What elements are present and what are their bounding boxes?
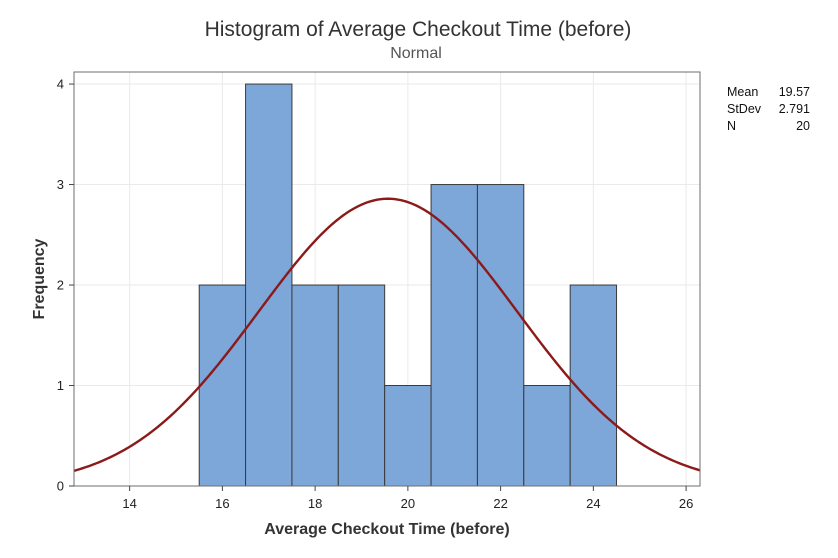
- x-tick-label: 14: [122, 496, 136, 511]
- x-tick-label: 26: [679, 496, 693, 511]
- x-tick-label: 18: [308, 496, 322, 511]
- y-tick-label: 0: [57, 479, 64, 494]
- stat-label: Mean: [727, 85, 758, 99]
- stat-label: StDev: [727, 102, 762, 116]
- summary-stats-box: Mean 19.57 StDev 2.791 N 20: [727, 85, 810, 133]
- histogram-bar: [198, 284, 247, 487]
- x-tick-label: 16: [215, 496, 229, 511]
- x-tick-label: 22: [493, 496, 507, 511]
- histogram-bar: [523, 385, 571, 487]
- stat-value: 2.791: [779, 102, 810, 116]
- x-axis-label: Average Checkout Time (before): [264, 521, 509, 538]
- x-tick-label: 20: [401, 496, 415, 511]
- y-tick-label: 2: [57, 278, 64, 293]
- histogram-bar: [476, 184, 525, 487]
- chart-subtitle: Normal: [390, 45, 442, 62]
- histogram-bar: [337, 284, 386, 487]
- stat-label: N: [727, 119, 736, 133]
- histogram-bar: [245, 83, 293, 487]
- normal-fit-curve-layer: [73, 197, 701, 472]
- normal-fit-curve: [73, 197, 701, 472]
- histogram-bar: [291, 284, 339, 487]
- y-axis-label: Frequency: [31, 238, 48, 319]
- y-tick-label: 3: [57, 177, 64, 192]
- y-tick-label: 4: [57, 77, 64, 92]
- x-axis-ticks: 14 16 18 20 22 24 26: [122, 486, 693, 511]
- y-axis-ticks: 0 1 2 3 4: [57, 77, 74, 494]
- x-tick-label: 24: [586, 496, 600, 511]
- chart-title: Histogram of Average Checkout Time (befo…: [205, 18, 632, 41]
- y-tick-label: 1: [57, 378, 64, 393]
- histogram-bar: [384, 385, 432, 487]
- plot-area-border: [73, 71, 701, 487]
- stat-value: 20: [796, 119, 810, 133]
- stat-value: 19.57: [779, 85, 810, 99]
- histogram-bar: [430, 184, 478, 487]
- histogram-bar: [569, 284, 618, 487]
